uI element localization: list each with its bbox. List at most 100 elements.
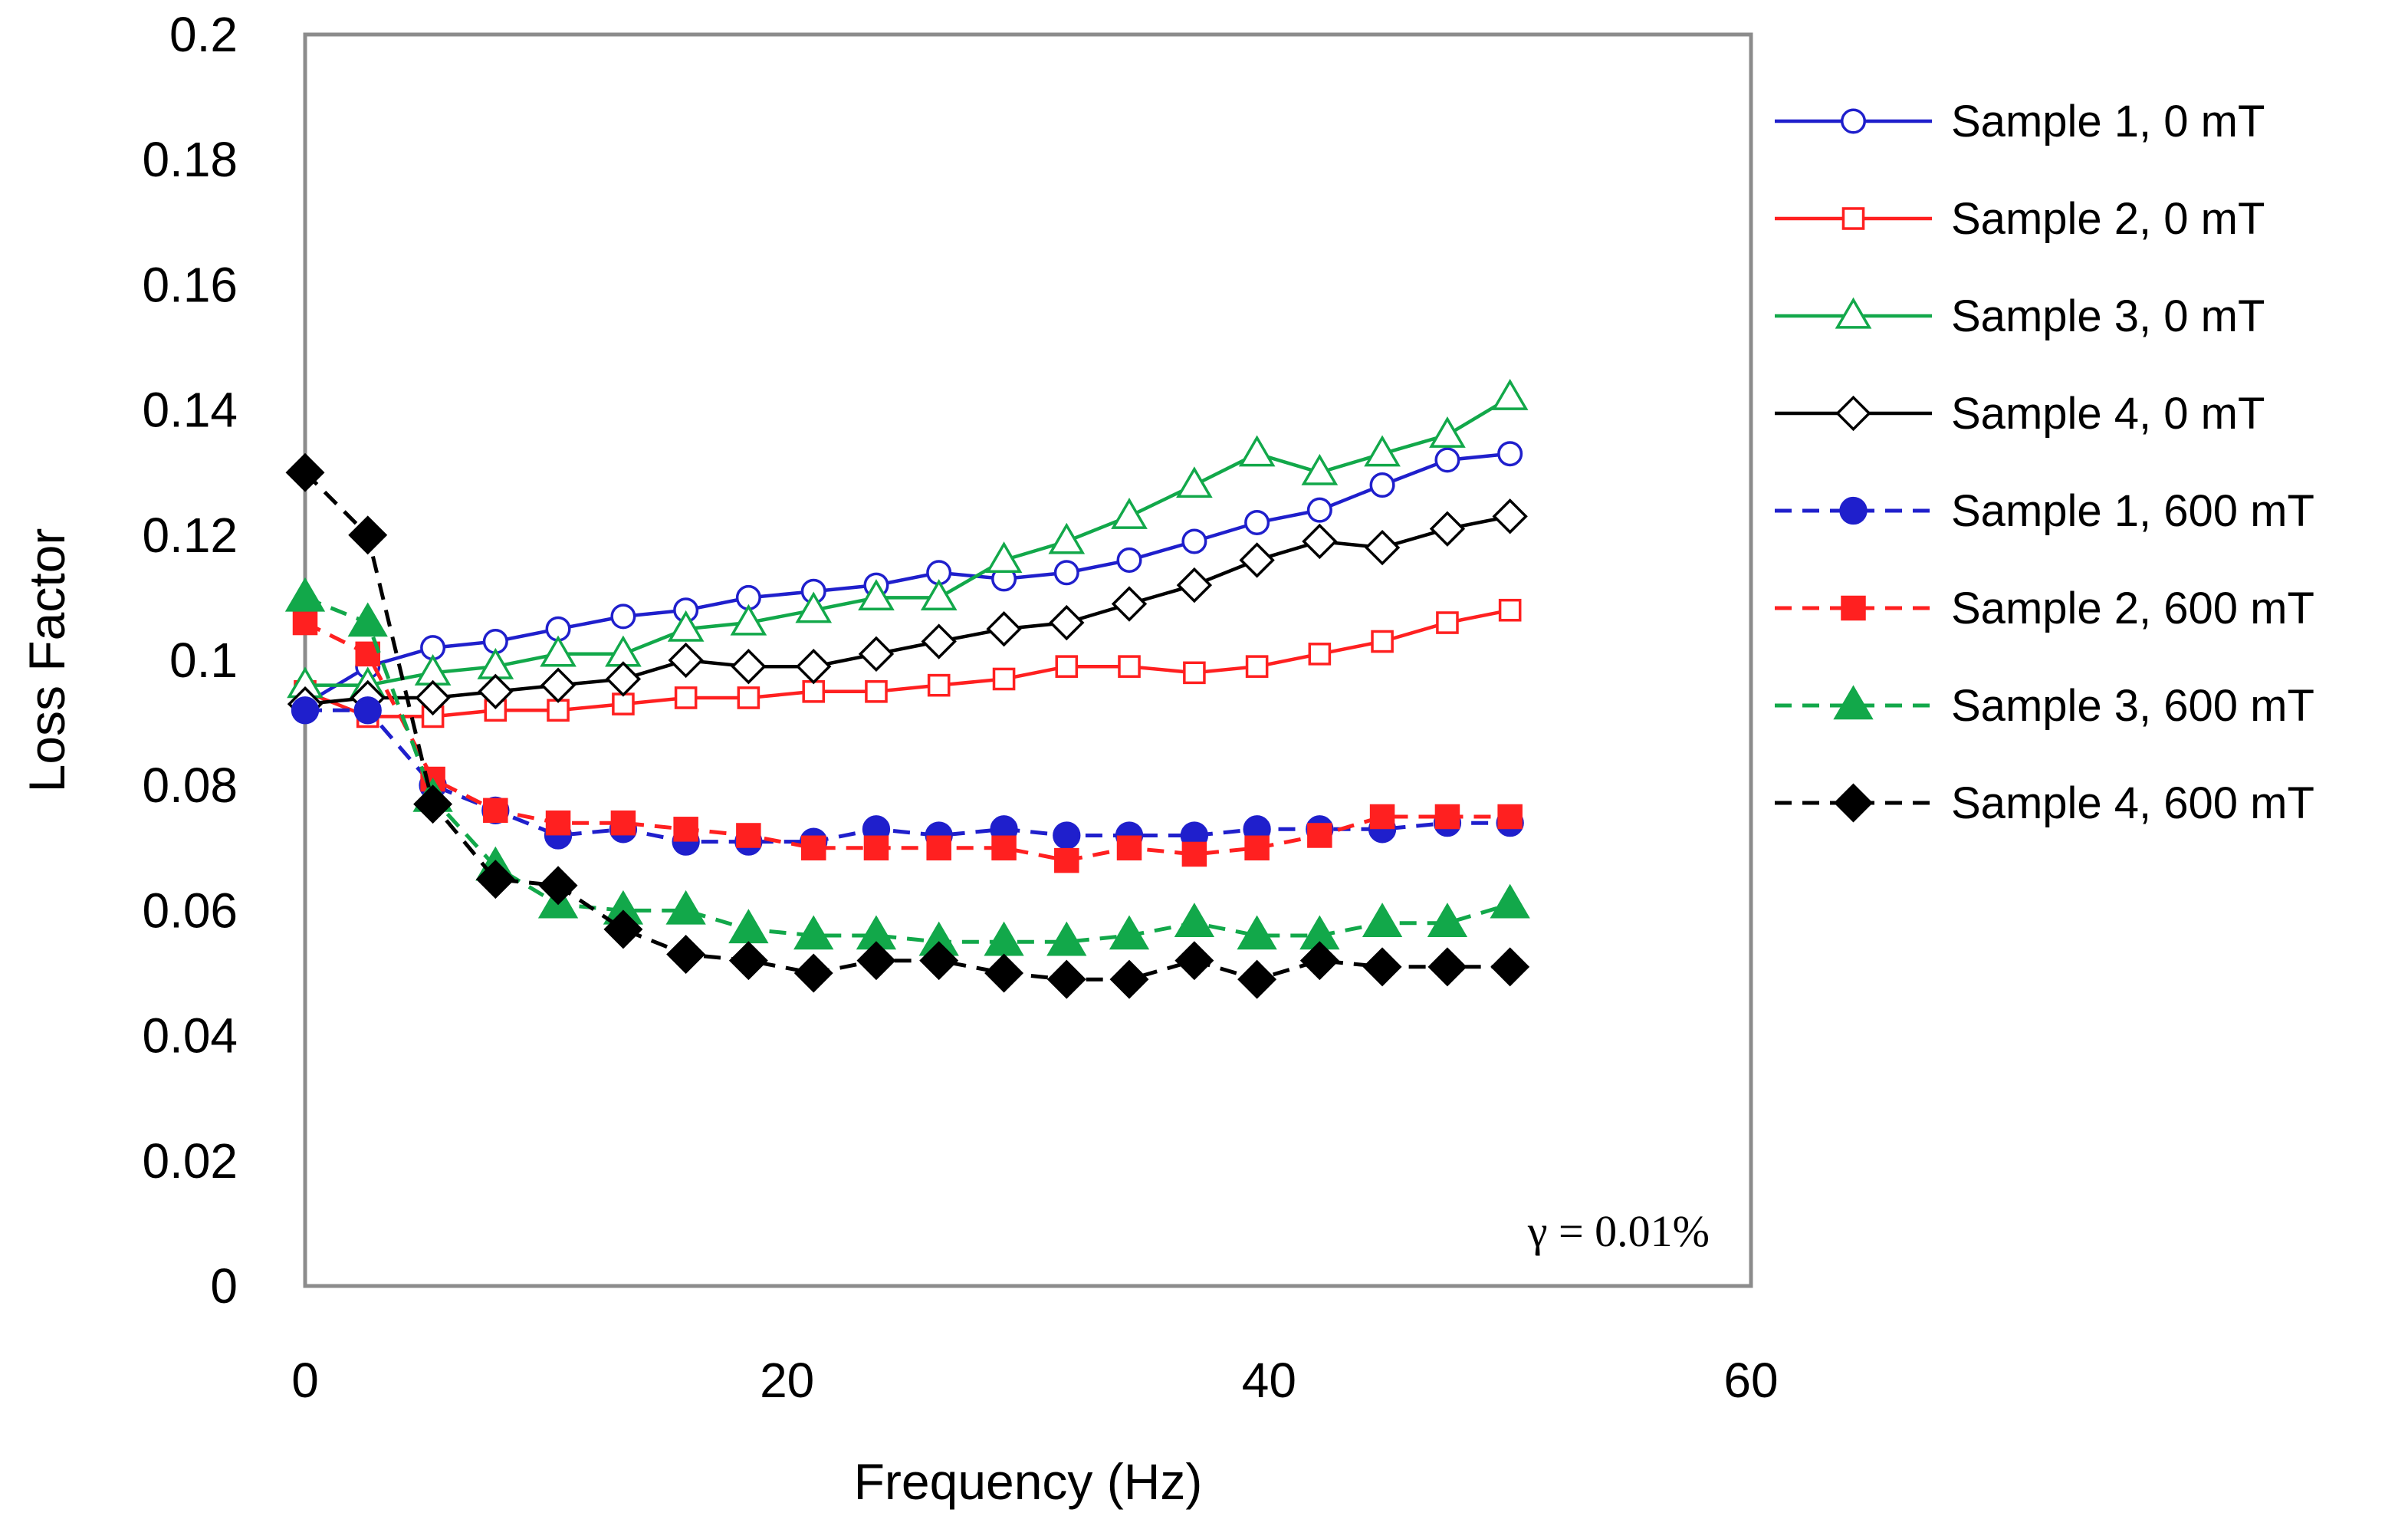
- data-point-marker: [863, 835, 889, 861]
- data-point-marker: [1307, 823, 1332, 848]
- data-point-marker: [1176, 567, 1213, 603]
- legend-entry: Sample 2, 600 mT: [1775, 584, 2314, 633]
- y-tick-label: 0: [210, 1258, 238, 1314]
- data-point-marker: [1055, 655, 1079, 678]
- data-point-marker: [920, 579, 958, 610]
- legend-marker-swatch: [1835, 297, 1872, 329]
- legend-marker-swatch: [1841, 207, 1865, 230]
- data-point-marker: [1492, 498, 1528, 534]
- data-point-marker: [1048, 522, 1086, 554]
- data-point-marker: [545, 810, 571, 836]
- data-point-marker: [284, 577, 326, 612]
- data-point-marker: [1427, 947, 1467, 987]
- data-point-marker: [1046, 921, 1087, 956]
- data-point-marker: [921, 623, 957, 659]
- data-point-marker: [667, 610, 705, 642]
- data-point-marker: [858, 579, 895, 610]
- data-point-marker: [1109, 959, 1149, 999]
- data-point-marker: [1046, 959, 1086, 999]
- y-tick-label: 0.16: [142, 257, 238, 312]
- data-point-marker: [1244, 835, 1270, 861]
- series-layer: [284, 379, 1530, 999]
- data-point-marker: [1429, 416, 1466, 448]
- data-point-marker: [666, 935, 706, 974]
- data-point-marker: [603, 909, 643, 949]
- data-point-marker: [668, 642, 704, 679]
- data-point-marker: [1302, 523, 1338, 560]
- data-point-marker: [673, 817, 698, 842]
- data-point-marker: [865, 680, 888, 703]
- data-point-marker: [1174, 903, 1215, 937]
- data-point-marker: [926, 835, 951, 861]
- x-tick-label: 20: [760, 1353, 814, 1408]
- legend-entry: Sample 4, 600 mT: [1775, 778, 2314, 828]
- x-tick-label: 0: [291, 1353, 319, 1408]
- data-point-marker: [858, 636, 895, 673]
- data-point-marker: [1371, 630, 1394, 653]
- data-point-marker: [610, 603, 636, 630]
- legend-entry: Sample 2, 0 mT: [1775, 194, 2265, 244]
- data-point-marker: [992, 667, 1016, 691]
- data-point-marker: [927, 673, 951, 697]
- x-tick-label: 60: [1723, 1353, 1778, 1408]
- y-tick-label: 0.14: [142, 383, 238, 438]
- y-tick-label: 0.18: [142, 132, 238, 187]
- data-point-marker: [1498, 598, 1522, 622]
- legend-entry: Sample 3, 0 mT: [1775, 291, 2265, 341]
- data-point-marker: [348, 515, 388, 555]
- data-point-marker: [1491, 379, 1529, 410]
- data-point-marker: [291, 696, 320, 725]
- data-point-marker: [1116, 547, 1142, 573]
- data-point-marker: [1301, 453, 1339, 485]
- y-tick-label: 0.1: [169, 633, 238, 688]
- series-line: [305, 396, 1511, 687]
- data-point-marker: [1364, 435, 1401, 467]
- data-point-marker: [1049, 604, 1085, 641]
- legend-entry: Sample 3, 600 mT: [1775, 681, 2314, 731]
- legend-marker-swatch: [1839, 496, 1868, 525]
- data-point-marker: [1174, 941, 1214, 981]
- data-point-marker: [1434, 447, 1460, 473]
- data-point-marker: [1109, 915, 1150, 950]
- data-point-marker: [1245, 655, 1269, 678]
- series-4: [287, 498, 1528, 722]
- data-point-marker: [540, 667, 577, 703]
- data-point-marker: [1434, 804, 1460, 830]
- legend-label: Sample 4, 600 mT: [1951, 778, 2314, 828]
- data-point-marker: [731, 648, 767, 685]
- data-point-marker: [1490, 947, 1530, 987]
- data-point-marker: [1237, 915, 1277, 950]
- legend-label: Sample 2, 600 mT: [1951, 584, 2314, 633]
- data-point-marker: [415, 679, 451, 716]
- data-point-marker: [478, 673, 514, 709]
- data-point-marker: [538, 866, 578, 906]
- legend-label: Sample 1, 0 mT: [1951, 97, 2265, 146]
- legend-label: Sample 4, 0 mT: [1951, 389, 2265, 439]
- legend-entry: Sample 1, 600 mT: [1775, 486, 2314, 536]
- y-axis-ticks: 0 0.02 0.04 0.06 0.08 0.1 0.12 0.14 0.16 0.18 0.2: [142, 7, 238, 1314]
- data-point-marker: [1308, 643, 1332, 666]
- data-point-marker: [1053, 821, 1081, 850]
- x-axis-ticks: 0 20 40 60: [291, 1353, 1778, 1408]
- data-point-marker: [605, 661, 642, 697]
- x-axis-title: Frequency (Hz): [854, 1453, 1203, 1510]
- data-point-marker: [1111, 586, 1148, 622]
- data-point-marker: [1176, 466, 1213, 498]
- data-point-marker: [1244, 509, 1270, 535]
- data-point-marker: [1369, 804, 1395, 830]
- data-point-marker: [986, 611, 1022, 647]
- y-tick-label: 0.2: [169, 7, 238, 62]
- legend-label: Sample 3, 600 mT: [1951, 681, 2314, 731]
- data-point-marker: [421, 705, 445, 728]
- data-point-marker: [730, 603, 767, 636]
- data-point-marker: [1429, 511, 1466, 547]
- data-point-marker: [1364, 529, 1401, 566]
- data-point-marker: [991, 835, 1017, 861]
- legend-label: Sample 1, 600 mT: [1951, 486, 2314, 536]
- data-point-marker: [292, 610, 318, 636]
- legend-entry: Sample 4, 0 mT: [1775, 389, 2265, 439]
- series-1: [292, 441, 1523, 717]
- legend: Sample 1, 0 mT Sample 2, 0 mT Sample 3, 0 …: [1775, 97, 2314, 828]
- data-point-marker: [793, 953, 833, 993]
